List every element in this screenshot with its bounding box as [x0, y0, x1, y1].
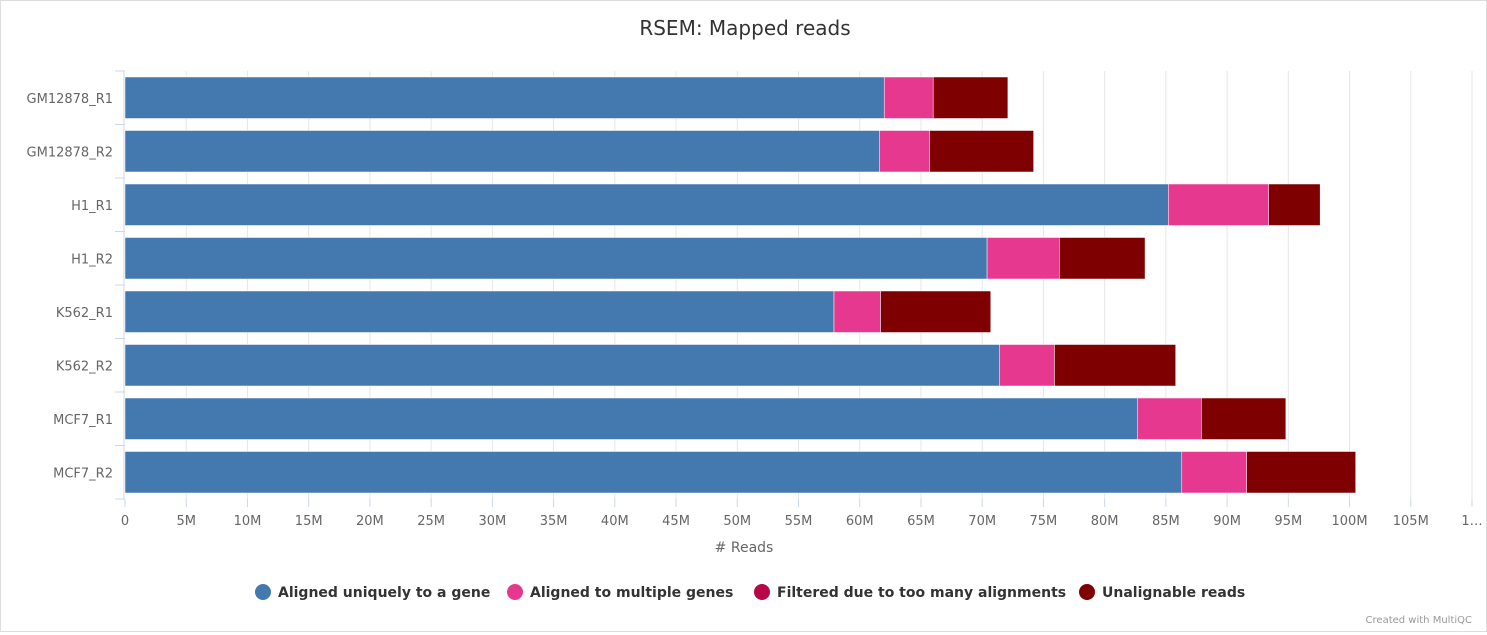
bar-segment [929, 130, 1034, 173]
x-tick-label: 45M [662, 514, 690, 529]
x-tick-label: 20M [356, 514, 384, 529]
legend-marker [754, 584, 770, 600]
bar-segment [833, 290, 881, 333]
bar-segment [124, 237, 988, 280]
x-tick-label: 30M [478, 514, 506, 529]
bar-segment [124, 130, 880, 173]
x-tick-label: 65M [907, 514, 935, 529]
legend-marker [507, 584, 523, 600]
x-tick-label: 10M [234, 514, 262, 529]
x-tick-label: 85M [1152, 514, 1180, 529]
bar-segment [124, 290, 835, 333]
y-tick-label: MCF7_R2 [53, 466, 113, 481]
y-tick-label: K562_R2 [56, 359, 113, 374]
bar-segment [1059, 237, 1146, 280]
y-tick-label: H1_R2 [71, 252, 113, 267]
y-tick-label: MCF7_R1 [53, 413, 113, 428]
credits[interactable]: Created with MultiQC [1366, 615, 1472, 626]
x-tick-label: 100M [1332, 514, 1368, 529]
x-tick-label: 90M [1213, 514, 1241, 529]
bar-segment [124, 397, 1138, 440]
legend-item[interactable]: Filtered due to too many alignments [754, 584, 1066, 601]
x-tick-label: 105M [1393, 514, 1429, 529]
bar-segment [999, 344, 1055, 387]
bar-segment [1137, 397, 1202, 440]
legend-label: Unalignable reads [1102, 585, 1245, 601]
bar-segment [986, 237, 1060, 280]
x-tick-label: 95M [1274, 514, 1302, 529]
bar-segment [883, 76, 934, 119]
x-tick-label: 75M [1030, 514, 1058, 529]
y-tick-label: K562_R1 [56, 306, 113, 321]
bar-segment [1246, 451, 1356, 494]
legend-label: Aligned uniquely to a gene [278, 585, 490, 601]
bar-segment [124, 183, 1169, 226]
bar-segment [880, 290, 992, 333]
x-tick-label: 5M [176, 514, 196, 529]
y-tick-label: H1_R1 [71, 199, 113, 214]
legend-marker [255, 584, 271, 600]
x-tick-label: 55M [785, 514, 813, 529]
bar-segment [1168, 183, 1269, 226]
bar-segment [932, 76, 1009, 119]
y-tick-label: GM12878_R2 [27, 145, 113, 160]
chart-title: RSEM: Mapped reads [639, 16, 850, 40]
legend-item[interactable]: Aligned uniquely to a gene [255, 584, 490, 601]
bar-segment [124, 76, 885, 119]
x-axis-label: # Reads [715, 540, 774, 556]
bar-segment [1181, 451, 1247, 494]
x-tick-label: 60M [846, 514, 874, 529]
legend-marker [1079, 584, 1095, 600]
bar-segment [124, 344, 1000, 387]
x-tick-label: 40M [601, 514, 629, 529]
legend-item[interactable]: Unalignable reads [1079, 584, 1245, 601]
x-tick-label: 70M [968, 514, 996, 529]
x-tick-label: 35M [540, 514, 568, 529]
legend-label: Aligned to multiple genes [530, 585, 733, 601]
bar-segment [1201, 397, 1287, 440]
x-tick-label: 0 [121, 514, 129, 529]
x-tick-label: 50M [723, 514, 751, 529]
bar-segment [124, 451, 1183, 494]
x-tick-label: 15M [295, 514, 323, 529]
x-tick-label: 1… [1461, 514, 1482, 529]
x-tick-label: 25M [417, 514, 445, 529]
legend-label: Filtered due to too many alignments [777, 585, 1066, 601]
legend-item[interactable]: Aligned to multiple genes [507, 584, 733, 601]
y-tick-label: GM12878_R1 [27, 92, 113, 107]
x-tick-label: 80M [1091, 514, 1119, 529]
bar-segment [1268, 183, 1321, 226]
bar-segment [1054, 344, 1176, 387]
bar-segment [879, 130, 930, 173]
